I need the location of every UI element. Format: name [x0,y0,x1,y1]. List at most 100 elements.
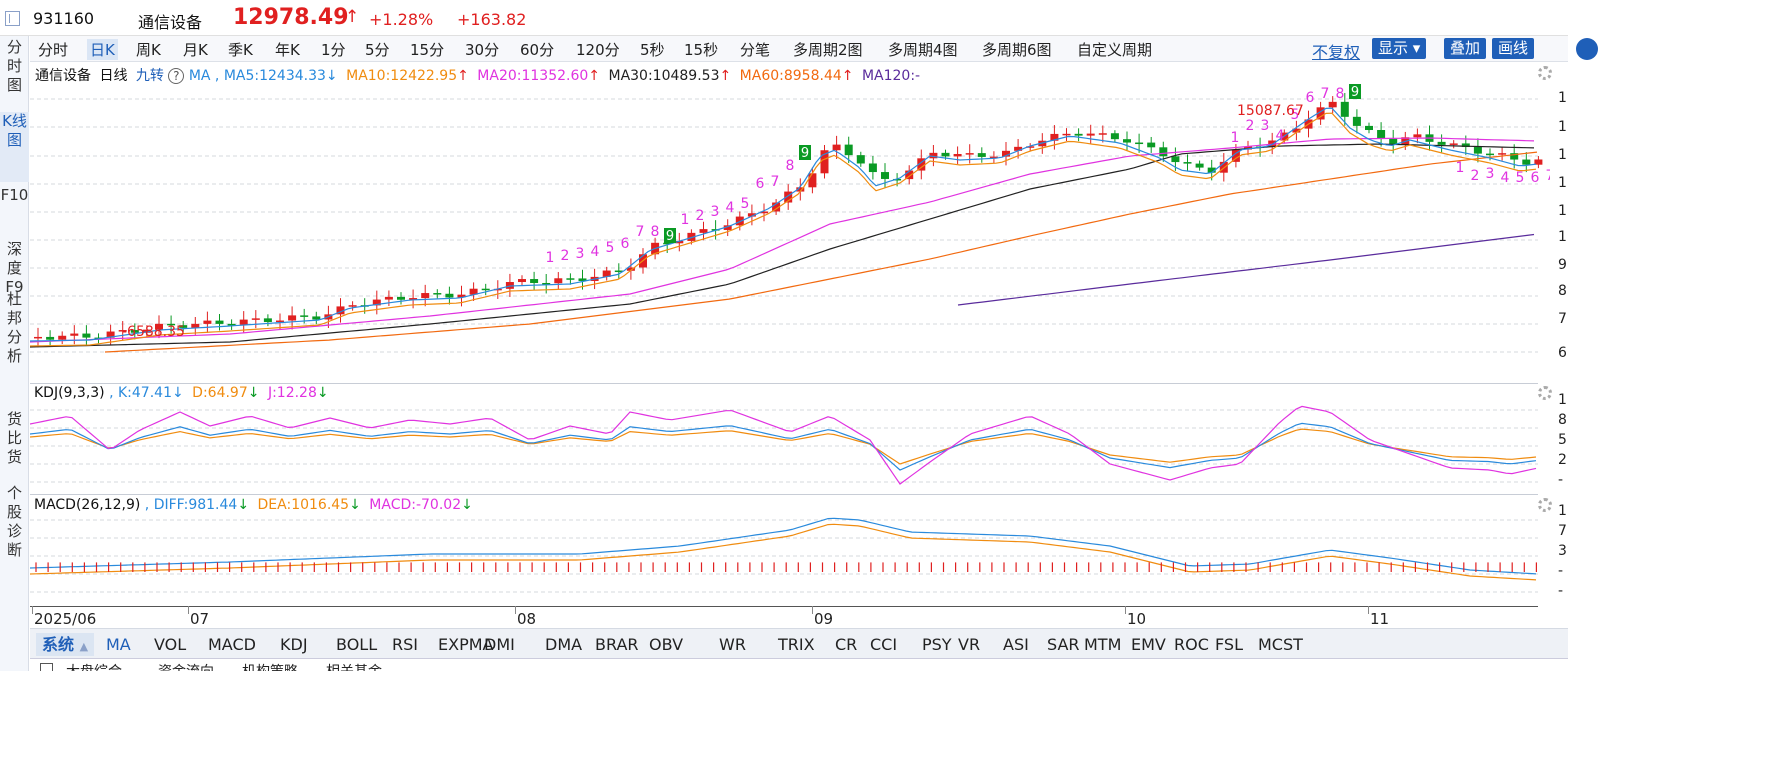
bottom-tab-4[interactable]: 相关基金 [326,661,382,671]
candle-body[interactable] [1389,138,1398,145]
ma-label[interactable]: MA [188,68,211,84]
candle-body[interactable] [1195,163,1204,168]
candle-body[interactable] [566,278,575,280]
left-tab-6[interactable]: 货比货 [6,410,22,466]
indicator-tab-sar[interactable]: SAR [1047,635,1080,654]
candle-body[interactable] [1365,125,1373,131]
candle-body[interactable] [941,152,950,157]
candle-body[interactable] [893,178,902,181]
pane-divider[interactable] [30,383,1538,384]
candle-body[interactable] [808,173,817,188]
candle-body[interactable] [1050,133,1059,141]
candle-body[interactable] [1449,143,1458,145]
period-item-5[interactable]: 季K [228,41,253,59]
candle-body[interactable] [675,240,684,244]
candle-body[interactable] [832,144,841,151]
kdj-gear-icon[interactable] [1538,386,1552,400]
candle-body[interactable] [409,298,418,300]
candle-body[interactable] [142,329,151,333]
candle-body[interactable] [1098,133,1107,135]
period-item-16[interactable]: 多周期2图 [793,41,863,59]
candle-body[interactable] [239,319,248,325]
candle-body[interactable] [1159,147,1168,157]
macd-gear-icon[interactable] [1538,498,1552,512]
candle-body[interactable] [481,288,490,291]
candle-body[interactable] [881,172,889,179]
candle-body[interactable] [868,163,877,173]
candle-body[interactable] [1316,107,1325,120]
candle-body[interactable] [1292,128,1301,133]
candle-body[interactable] [663,242,672,245]
period-item-10[interactable]: 30分 [465,41,500,59]
indicator-tab-asi[interactable]: ASI [1003,635,1029,654]
candle-body[interactable] [1002,150,1010,157]
indicator-tab-trix[interactable]: TRIX [778,635,815,654]
candle-body[interactable] [203,320,212,324]
candle-body[interactable] [1074,133,1083,136]
period-item-12[interactable]: 120分 [576,41,620,59]
candle-body[interactable] [1171,156,1180,163]
period-item-13[interactable]: 5秒 [640,41,665,59]
left-tab-2[interactable]: K线图 [0,112,29,182]
power-icon[interactable] [1576,38,1598,60]
candle-body[interactable] [1486,153,1494,156]
macd-chart[interactable] [30,516,1550,606]
display-button[interactable]: 显示 ▾ [1372,38,1427,59]
bottom-tab-1[interactable]: 大盘综合 [66,661,122,671]
window-toggle-icon[interactable] [5,11,20,26]
candle-body[interactable] [215,320,224,324]
candle-body[interactable] [856,155,865,164]
candle-body[interactable] [953,153,962,157]
indicator-tab-wr[interactable]: WR [719,635,746,654]
candle-body[interactable] [300,315,309,317]
candle-body[interactable] [493,288,502,291]
candle-body[interactable] [1498,153,1507,155]
candle-body[interactable] [1328,101,1337,108]
draw-button[interactable]: 画线 [1492,38,1535,59]
indicator-tab-emv[interactable]: EMV [1131,635,1166,654]
candle-body[interactable] [1207,167,1216,173]
candle-body[interactable] [1340,101,1349,117]
macd-title[interactable]: MACD(26,12,9) [34,497,141,513]
candle-body[interactable] [384,296,393,300]
period-item-14[interactable]: 15秒 [684,41,719,59]
period-item-19[interactable]: 自定义周期 [1077,41,1153,59]
candle-body[interactable] [312,316,321,320]
bottom-tab-2[interactable]: 资金流向 [158,661,214,671]
candle-body[interactable] [1183,162,1192,164]
indicator-tab-mtm[interactable]: MTM [1084,635,1122,654]
candle-body[interactable] [687,232,696,241]
candle-body[interactable] [844,144,853,156]
period-item-15[interactable]: 分笔 [740,41,771,59]
left-tab-1[interactable]: 分时图 [6,38,22,94]
candle-body[interactable] [191,323,200,328]
period-item-7[interactable]: 1分 [321,41,346,59]
candle-body[interactable] [348,305,357,307]
candle-body[interactable] [1268,140,1277,147]
period-item-8[interactable]: 5分 [365,41,390,59]
bottom-checkbox[interactable] [40,663,53,671]
candle-body[interactable] [1473,147,1482,154]
candle-body[interactable] [1510,153,1519,160]
candle-body[interactable] [518,279,526,283]
period-item-17[interactable]: 多周期4图 [888,41,958,59]
candle-body[interactable] [155,323,163,330]
system-menu[interactable]: 系统 ▲ [36,633,95,656]
candle-body[interactable] [1413,134,1422,138]
candle-body[interactable] [1534,159,1543,165]
candle-body[interactable] [1086,133,1095,136]
indicator-tab-ma[interactable]: MA [106,635,131,654]
candle-body[interactable] [82,333,91,338]
candle-body[interactable] [106,331,115,338]
candle-body[interactable] [905,170,914,180]
indicator-tab-vr[interactable]: VR [958,635,981,654]
period-item-9[interactable]: 15分 [410,41,445,59]
kdj-title[interactable]: KDJ(9,3,3) [34,385,105,401]
candle-body[interactable] [602,270,611,277]
indicator-tab-vol[interactable]: VOL [154,635,187,654]
help-icon[interactable]: ? [168,68,185,84]
candle-body[interactable] [167,323,176,326]
jiuzhuan-toggle[interactable]: 九转 [135,68,164,84]
candle-body[interactable] [227,323,236,326]
candle-body[interactable] [578,278,587,281]
